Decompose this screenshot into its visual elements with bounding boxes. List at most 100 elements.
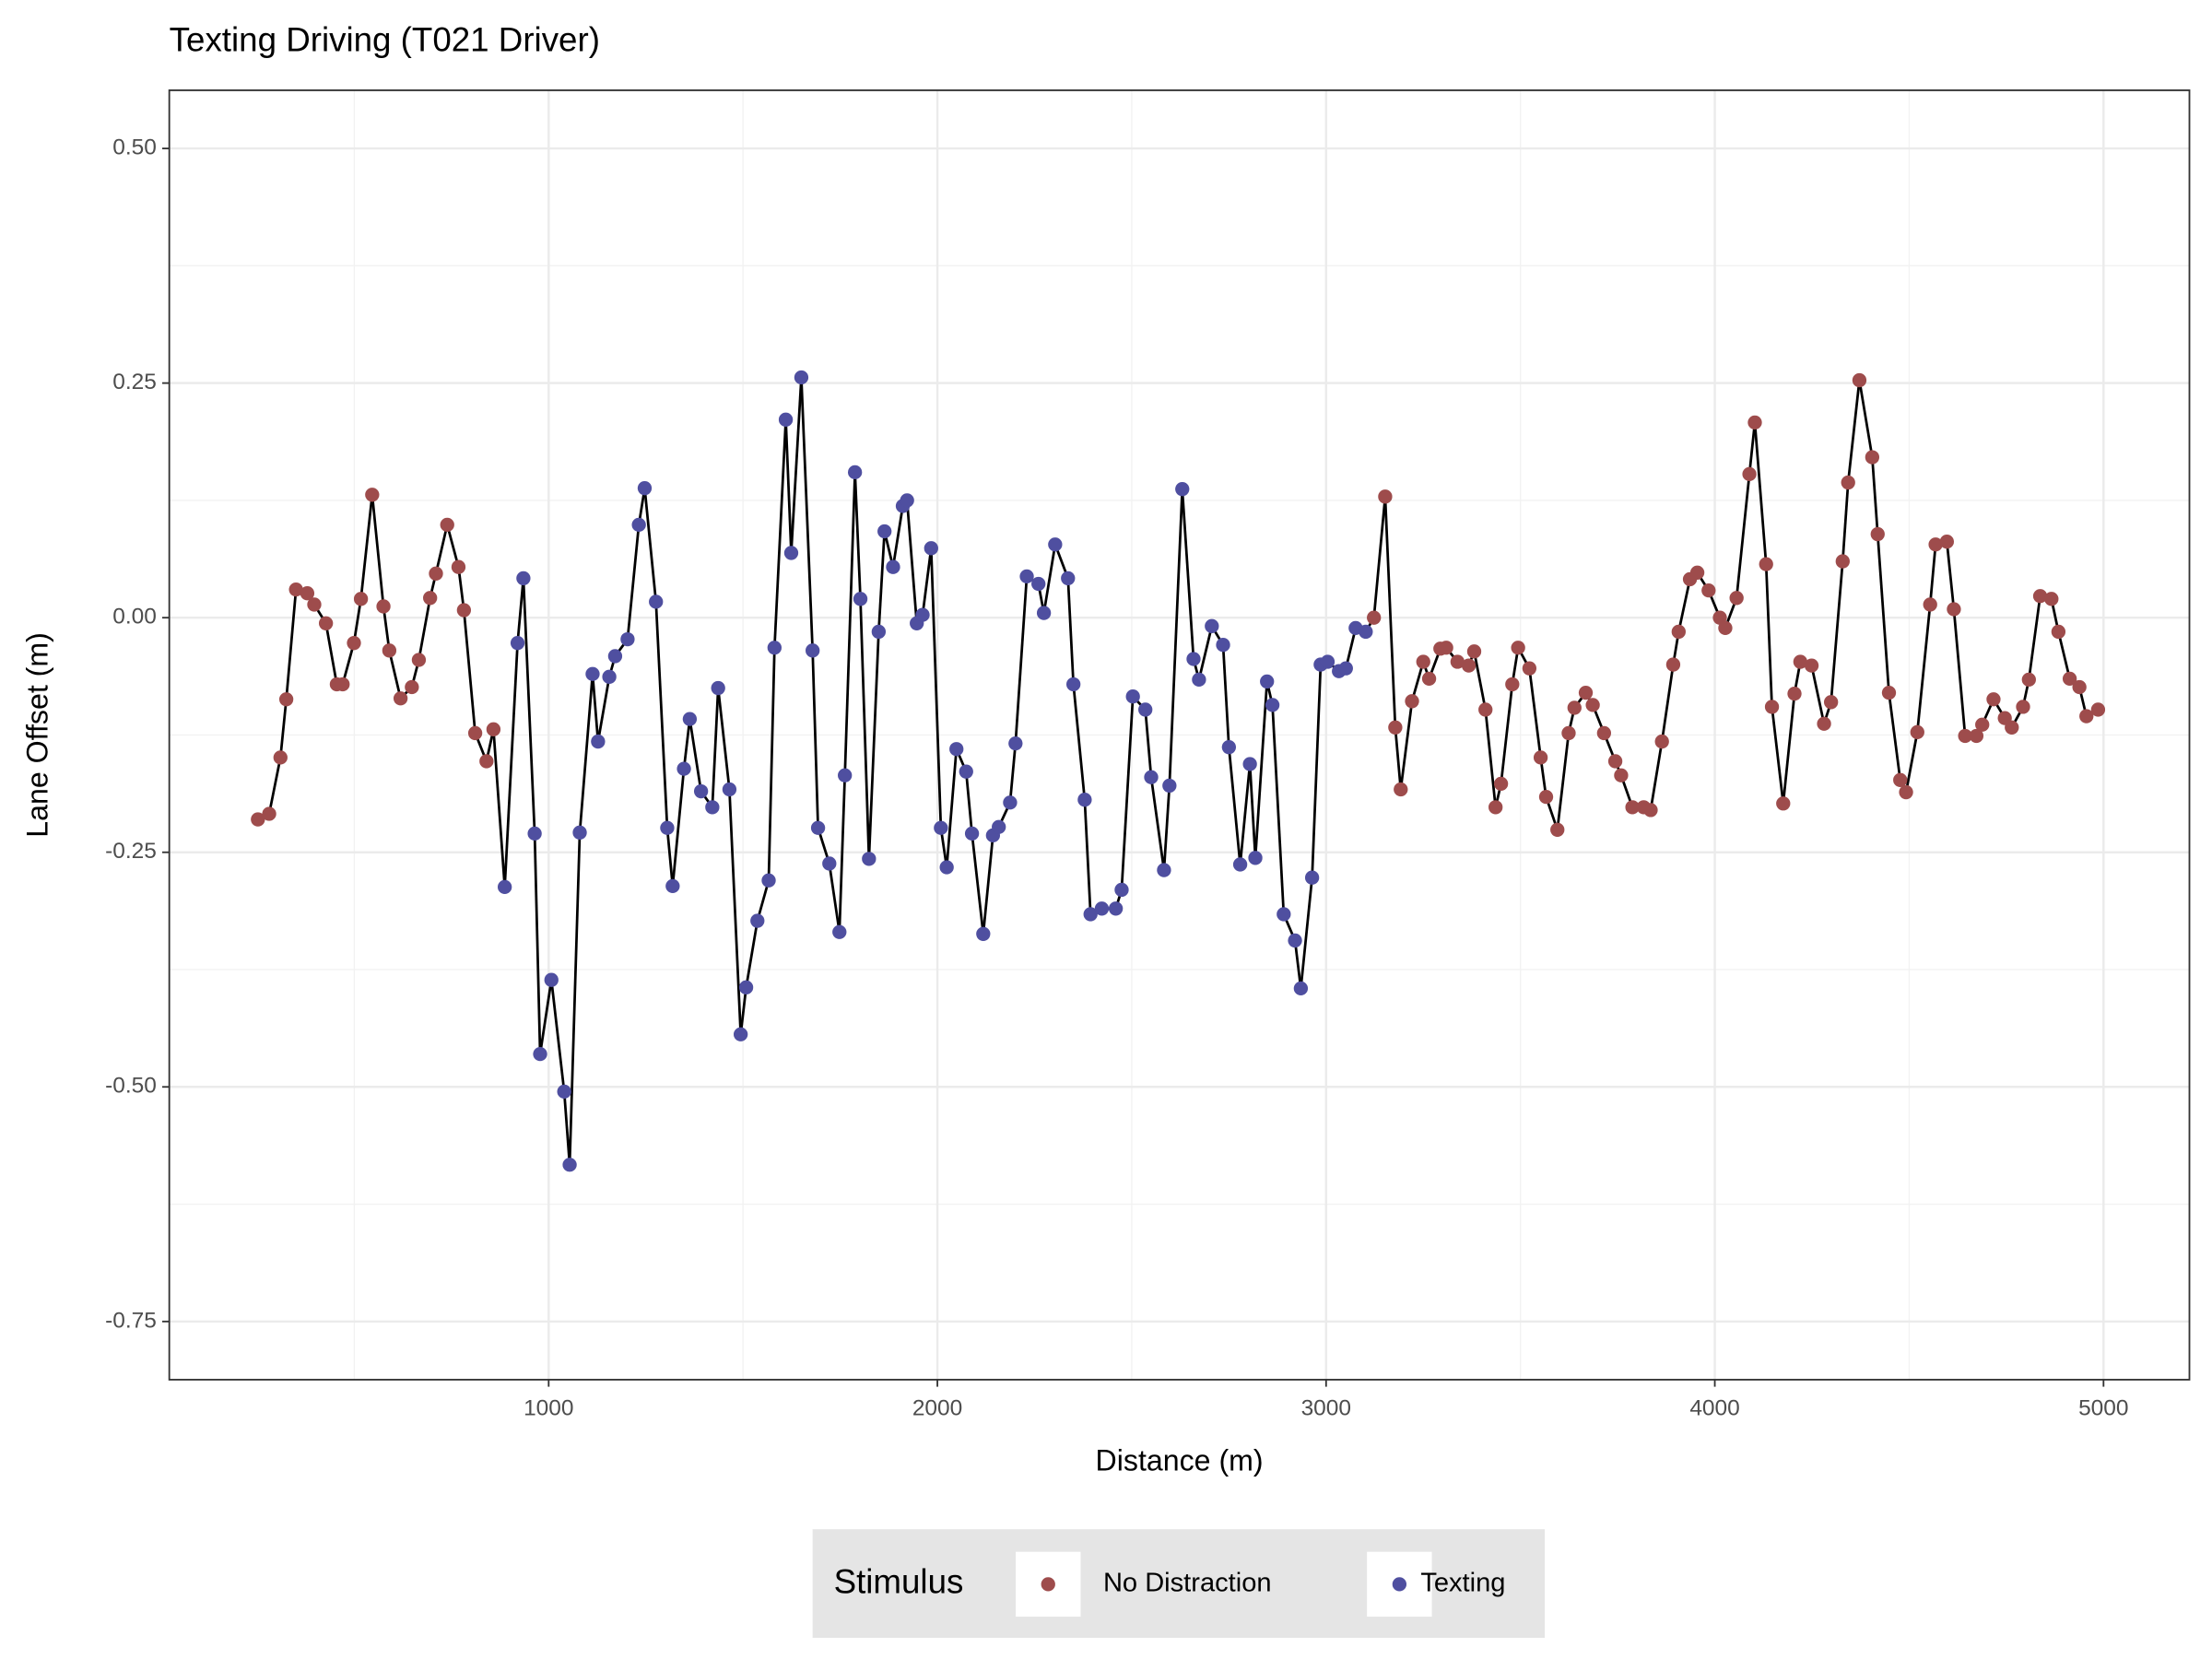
line-segment bbox=[1649, 741, 1664, 811]
data-point bbox=[335, 677, 350, 692]
line-segment bbox=[843, 472, 857, 776]
data-point bbox=[862, 852, 877, 866]
data-point bbox=[750, 913, 765, 928]
data-point bbox=[1488, 800, 1503, 815]
line-segment bbox=[1830, 560, 1844, 702]
line-segment bbox=[1008, 743, 1018, 803]
data-point bbox=[665, 878, 680, 894]
data-point bbox=[1596, 725, 1612, 741]
data-point bbox=[1359, 624, 1373, 640]
data-point bbox=[1701, 582, 1716, 598]
data-point bbox=[1478, 702, 1493, 717]
data-point bbox=[1671, 624, 1686, 640]
data-point bbox=[886, 559, 900, 574]
data-point bbox=[1975, 717, 1990, 732]
data-point bbox=[959, 764, 973, 779]
data-point bbox=[832, 924, 847, 939]
line-segment bbox=[533, 833, 542, 1054]
data-point bbox=[992, 819, 1006, 834]
line-segment bbox=[665, 828, 675, 887]
line-segment bbox=[1300, 877, 1313, 989]
y-tick-label: 0.25 bbox=[112, 370, 157, 394]
line-segment bbox=[711, 688, 720, 807]
data-point bbox=[660, 820, 675, 835]
data-point bbox=[429, 566, 443, 581]
data-point bbox=[1388, 720, 1403, 735]
data-point bbox=[440, 517, 454, 533]
line-segment bbox=[267, 757, 282, 815]
data-point bbox=[2005, 720, 2019, 735]
line-segment bbox=[1072, 684, 1087, 800]
data-point bbox=[1764, 700, 1780, 714]
data-point bbox=[1533, 750, 1548, 765]
data-point bbox=[1742, 466, 1757, 482]
data-point bbox=[1578, 685, 1594, 700]
data-point bbox=[1776, 796, 1791, 811]
data-point bbox=[1416, 654, 1430, 669]
data-point bbox=[2021, 672, 2036, 688]
line-segment bbox=[1660, 664, 1675, 742]
data-point bbox=[1192, 672, 1206, 688]
line-segment bbox=[1473, 651, 1488, 711]
line-segment bbox=[503, 642, 519, 888]
data-point bbox=[1567, 700, 1582, 715]
data-point bbox=[1036, 606, 1052, 620]
y-tick-label: -0.75 bbox=[105, 1308, 157, 1333]
data-point bbox=[591, 734, 606, 749]
data-point bbox=[949, 742, 964, 757]
line-segment bbox=[1870, 456, 1879, 535]
line-segment bbox=[1677, 579, 1691, 632]
line-segment bbox=[1394, 727, 1403, 790]
data-point bbox=[620, 631, 635, 647]
data-point bbox=[1320, 654, 1335, 669]
data-point bbox=[1969, 728, 1984, 744]
line-segment bbox=[867, 631, 880, 859]
line-segment bbox=[1293, 940, 1302, 989]
data-point bbox=[393, 691, 408, 706]
data-point bbox=[300, 586, 315, 601]
data-point bbox=[722, 782, 737, 797]
data-point bbox=[1958, 728, 1972, 744]
data-point bbox=[976, 926, 991, 941]
line-segment bbox=[2027, 595, 2041, 680]
data-point bbox=[1947, 602, 1961, 617]
data-point bbox=[423, 591, 438, 606]
data-point bbox=[693, 783, 709, 799]
data-point bbox=[382, 643, 397, 658]
data-point bbox=[767, 641, 782, 655]
data-point bbox=[1288, 933, 1302, 948]
line-segment bbox=[1144, 709, 1153, 778]
data-point bbox=[1824, 695, 1839, 710]
legend: Stimulus No Distraction Texting bbox=[812, 1529, 1546, 1639]
data-point bbox=[964, 826, 980, 841]
line-segment bbox=[1399, 700, 1414, 790]
line-segment bbox=[1952, 608, 1967, 736]
data-point bbox=[733, 1027, 748, 1041]
data-point bbox=[1216, 638, 1230, 653]
line-segment bbox=[549, 980, 566, 1092]
line-segment bbox=[285, 589, 298, 700]
line-segment bbox=[445, 524, 460, 568]
data-point bbox=[649, 594, 664, 609]
data-point bbox=[1466, 644, 1482, 659]
line-segment bbox=[877, 531, 887, 632]
x-axis-title: Distance (m) bbox=[1096, 1444, 1264, 1477]
y-tick-label: 0.00 bbox=[112, 605, 157, 629]
line-segment bbox=[1383, 496, 1397, 728]
data-point bbox=[1522, 661, 1537, 676]
data-point bbox=[711, 680, 725, 696]
data-point bbox=[1108, 901, 1124, 916]
data-point bbox=[1511, 641, 1525, 655]
data-point bbox=[1493, 776, 1509, 792]
data-point bbox=[1550, 822, 1565, 837]
data-point bbox=[1852, 372, 1867, 388]
data-point bbox=[1718, 620, 1733, 636]
data-point bbox=[1048, 537, 1063, 552]
data-point bbox=[1804, 658, 1819, 673]
line-segment bbox=[929, 547, 943, 829]
legend-title: Stimulus bbox=[834, 1563, 964, 1601]
data-point bbox=[288, 582, 303, 597]
line-segment bbox=[1735, 474, 1751, 598]
y-tick-label: 0.50 bbox=[112, 135, 157, 160]
